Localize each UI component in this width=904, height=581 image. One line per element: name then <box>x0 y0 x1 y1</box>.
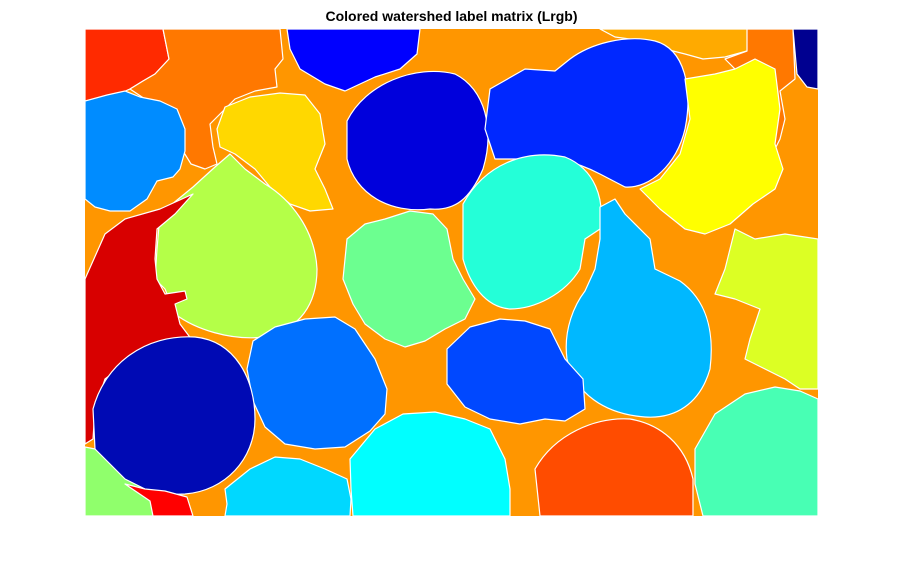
region <box>446 318 586 425</box>
region <box>154 153 318 339</box>
region <box>286 29 421 92</box>
region <box>129 29 284 170</box>
label-matrix-image <box>85 29 818 516</box>
figure-title: Colored watershed label matrix (Lrgb) <box>325 8 578 24</box>
region <box>534 418 694 516</box>
region <box>694 386 818 516</box>
region <box>565 198 712 418</box>
region <box>349 411 511 516</box>
region <box>124 483 194 516</box>
region <box>342 210 476 348</box>
region <box>85 90 186 212</box>
region <box>639 58 784 235</box>
region <box>216 92 334 212</box>
region <box>714 228 818 390</box>
region <box>792 29 818 90</box>
region <box>246 316 388 450</box>
region <box>224 456 352 516</box>
region <box>346 70 489 211</box>
